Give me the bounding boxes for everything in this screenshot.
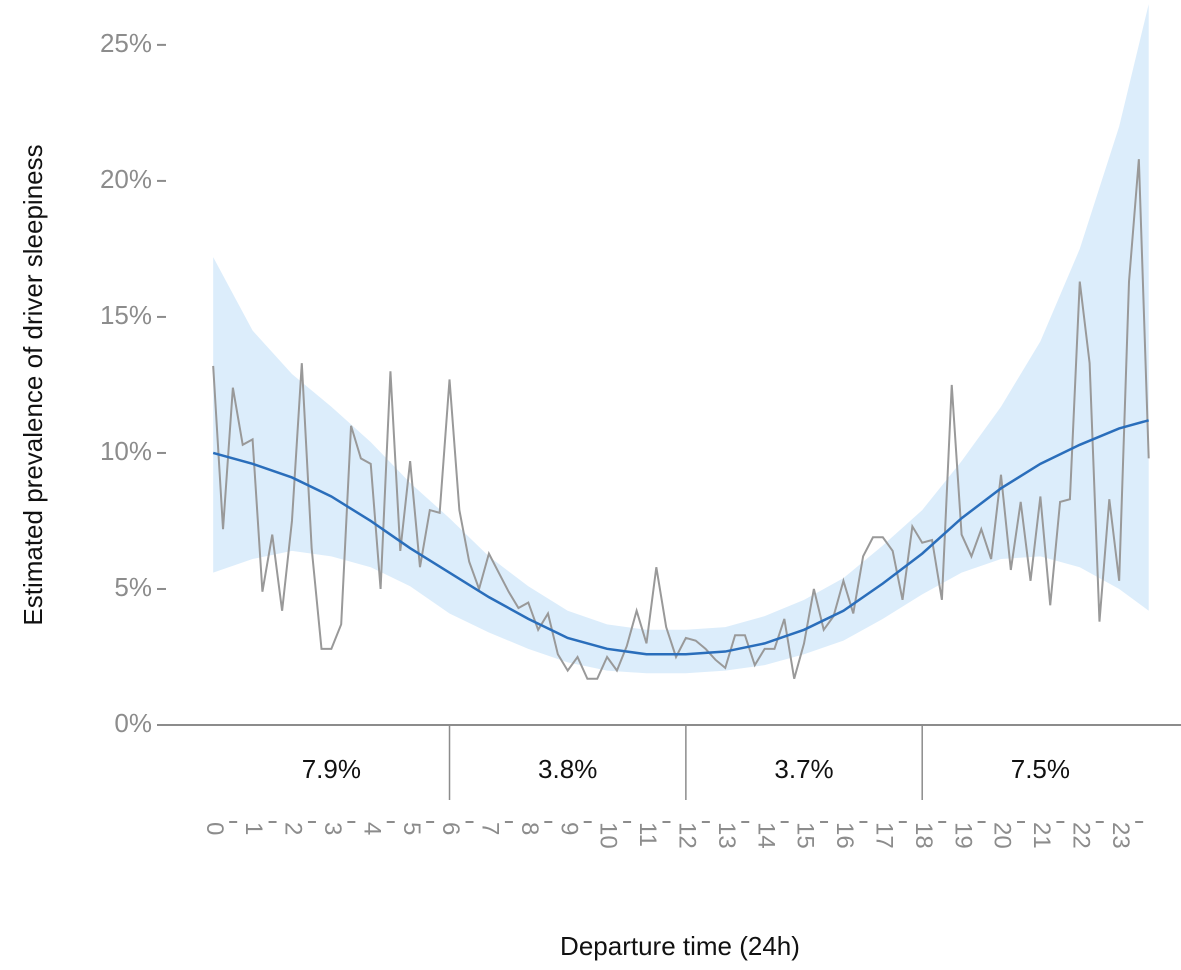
x-tick-label: 3: [319, 822, 346, 835]
y-tick-label: 10%: [100, 436, 152, 466]
x-tick-label: 7: [477, 822, 504, 835]
x-tick-label: 15: [792, 822, 819, 849]
x-tick-label: 2: [280, 822, 307, 835]
y-axis-title: Estimated prevalence of driver sleepines…: [18, 144, 48, 625]
x-tick-label: 23: [1107, 822, 1134, 849]
y-tick-label: 25%: [100, 28, 152, 58]
y-tick-label: 5%: [114, 572, 152, 602]
x-tick-label: 18: [910, 822, 937, 849]
confidence-band: [213, 4, 1149, 674]
x-tick-label: 13: [713, 822, 740, 849]
x-axis-title: Departure time (24h): [560, 931, 800, 961]
x-tick-label: 12: [674, 822, 701, 849]
x-tick-label: 1: [240, 822, 267, 835]
x-tick-label: 4: [358, 822, 385, 835]
x-tick-label: 22: [1067, 822, 1094, 849]
x-tick-label: 21: [1028, 822, 1055, 849]
period-label: 3.8%: [538, 754, 597, 784]
fit-line: [212, 419, 1150, 656]
x-tick-label: 0: [201, 822, 228, 835]
y-tick-label: 0%: [114, 708, 152, 738]
x-tick-label: 5: [398, 822, 425, 835]
period-label: 3.7%: [774, 754, 833, 784]
x-tick-label: 6: [437, 822, 464, 835]
observed-line: [212, 159, 1150, 680]
x-tick-label: 8: [516, 822, 543, 835]
y-tick-label: 20%: [100, 164, 152, 194]
x-tick-label: 19: [949, 822, 976, 849]
x-tick-label: 17: [870, 822, 897, 849]
period-label: 7.5%: [1011, 754, 1070, 784]
x-tick-label: 14: [752, 822, 779, 849]
x-tick-label: 9: [555, 822, 582, 835]
x-tick-label: 11: [634, 822, 661, 847]
x-tick-label: 20: [989, 822, 1016, 849]
y-tick-label: 15%: [100, 300, 152, 330]
period-label: 7.9%: [302, 754, 361, 784]
x-tick-label: 10: [595, 822, 622, 849]
x-tick-label: 16: [831, 822, 858, 849]
